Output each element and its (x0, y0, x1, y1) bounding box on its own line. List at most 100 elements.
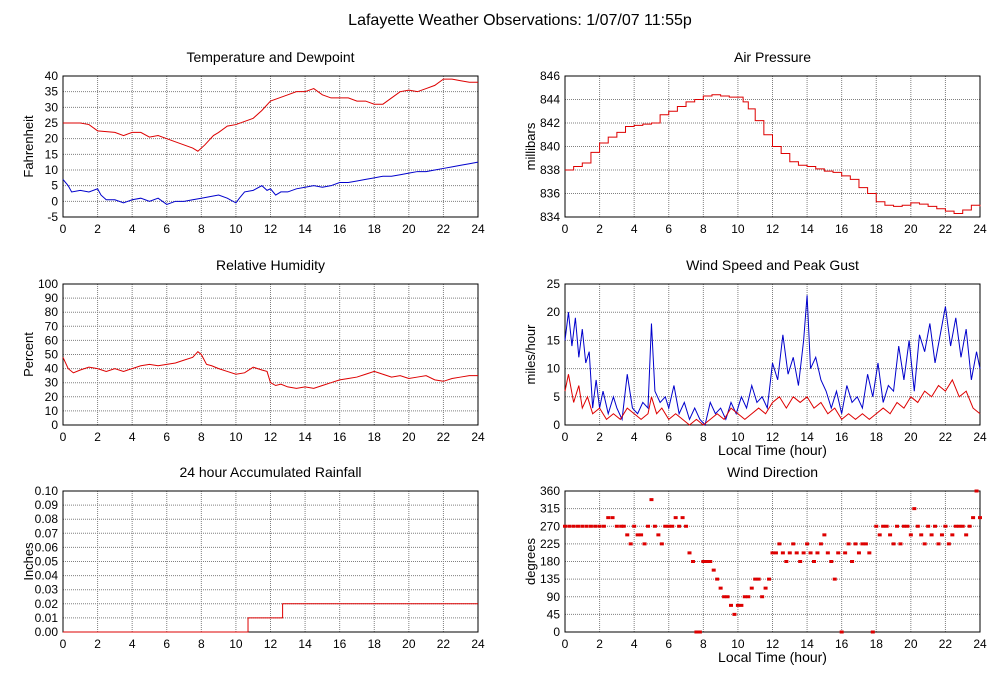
direction-point (870, 630, 875, 634)
direction-point (621, 524, 626, 528)
y-tick-label: 90 (547, 590, 561, 604)
x-tick-label: 4 (129, 430, 136, 444)
direction-point (780, 551, 785, 555)
x-tick-label: 6 (163, 637, 170, 651)
direction-point (815, 551, 820, 555)
direction-point (967, 524, 972, 528)
wind-series-1-line (564, 374, 981, 426)
direction-point (770, 551, 775, 555)
x-tick-label: 12 (766, 637, 780, 651)
direction-point (715, 577, 720, 581)
temperature-series-0-line (63, 78, 478, 152)
direction-point (760, 595, 765, 599)
direction-point (732, 612, 737, 616)
direction-point (843, 551, 848, 555)
direction-point (614, 524, 619, 528)
direction-point (798, 560, 803, 563)
x-tick-label: 2 (596, 430, 603, 444)
x-tick-label: 0 (562, 637, 569, 651)
direction-point (670, 524, 675, 528)
x-tick-label: 6 (665, 430, 672, 444)
y-tick-label: 844 (540, 93, 560, 107)
x-tick-label: 6 (163, 222, 170, 236)
x-tick-label: 8 (700, 430, 707, 444)
direction-point (628, 542, 633, 546)
y-tick-label: 180 (540, 555, 560, 569)
direction-point (877, 533, 882, 537)
y-tick-label: 100 (38, 277, 58, 291)
x-tick-label: 12 (264, 637, 278, 651)
direction-title: Wind Direction (727, 464, 818, 480)
direction-point (725, 595, 730, 599)
rainfall-series-0-line (63, 603, 478, 633)
x-tick-label: 20 (904, 222, 918, 236)
direction-point (943, 524, 948, 528)
direction-point (922, 542, 927, 546)
y-tick-label: 90 (45, 291, 59, 305)
x-tick-label: 18 (870, 222, 884, 236)
direction-point (742, 595, 747, 599)
direction-point (663, 524, 668, 528)
y-tick-label: 40 (45, 69, 59, 83)
direction-point (567, 524, 572, 528)
direction-point (777, 542, 782, 546)
x-tick-label: 10 (731, 222, 745, 236)
direction-point (818, 542, 823, 546)
x-tick-label: 20 (402, 637, 416, 651)
direction-point (646, 524, 650, 528)
direction-point (593, 524, 598, 528)
direction-point (808, 551, 813, 555)
direction-point (571, 524, 576, 528)
direction-point (773, 551, 778, 555)
direction-point (829, 560, 834, 563)
direction-point (929, 533, 934, 537)
direction-point (753, 577, 758, 581)
direction-point (666, 524, 671, 528)
direction-frame (564, 490, 981, 633)
direction-point (974, 489, 979, 493)
direction-point (619, 524, 624, 528)
y-tick-label: 45 (547, 607, 561, 621)
x-tick-label: 2 (94, 222, 101, 236)
x-tick-label: 14 (298, 222, 312, 236)
x-tick-label: 22 (939, 222, 953, 236)
y-tick-label: 0.08 (35, 512, 59, 526)
direction-point (939, 533, 944, 537)
y-tick-label: 10 (45, 163, 59, 177)
direction-point (915, 524, 920, 528)
x-tick-label: 18 (368, 222, 382, 236)
y-tick-label: 0 (553, 418, 560, 432)
x-tick-label: 16 (835, 430, 849, 444)
direction-point (950, 533, 955, 537)
x-tick-label: 12 (264, 222, 278, 236)
direction-point (690, 560, 695, 563)
x-tick-label: 10 (229, 637, 243, 651)
direction-point (610, 516, 615, 520)
y-tick-label: 60 (45, 333, 59, 347)
x-tick-label: 4 (631, 430, 638, 444)
x-tick-label: 24 (471, 222, 485, 236)
direction-point (908, 533, 913, 537)
x-tick-label: 18 (368, 637, 382, 651)
x-tick-label: 8 (198, 430, 205, 444)
direction-point (901, 524, 906, 528)
direction-point (735, 603, 740, 607)
y-tick-label: 80 (45, 305, 59, 319)
y-tick-label: 0 (51, 418, 58, 432)
x-tick-label: 24 (471, 430, 485, 444)
x-tick-label: 4 (631, 222, 638, 236)
y-tick-label: 10 (547, 362, 561, 376)
direction-point (584, 524, 589, 528)
direction-point (912, 507, 917, 511)
x-tick-label: 6 (665, 222, 672, 236)
pressure-series-0-line (565, 94, 981, 214)
x-tick-label: 6 (665, 637, 672, 651)
y-tick-label: 35 (45, 85, 59, 99)
x-tick-label: 10 (229, 430, 243, 444)
humidity-series-0-line (62, 350, 478, 389)
y-tick-label: 0.09 (35, 498, 59, 512)
page-title: Lafayette Weather Observations: 1/07/07 … (348, 12, 692, 29)
